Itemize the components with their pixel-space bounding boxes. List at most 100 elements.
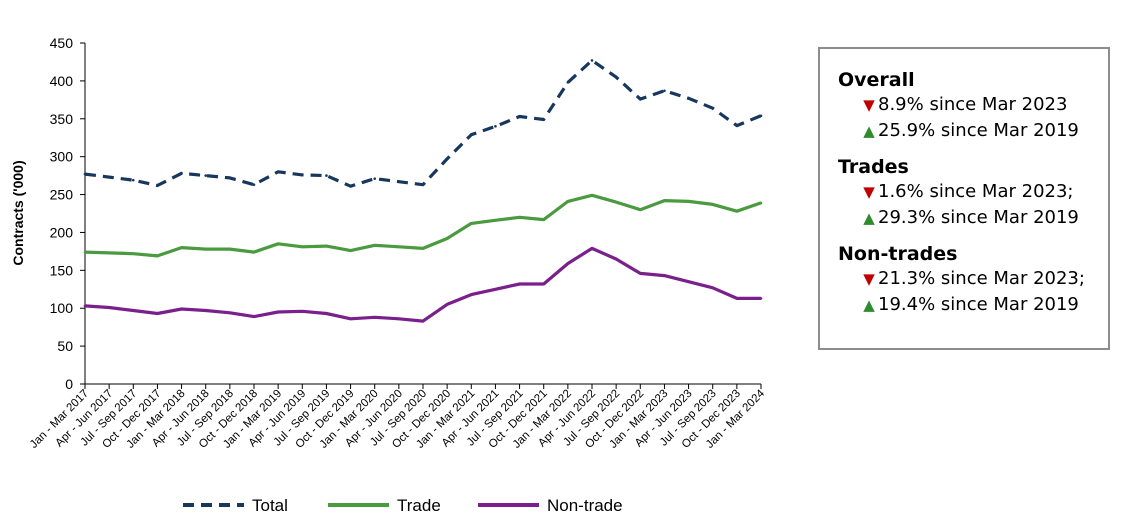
summary-stat-text: 8.9% since Mar 2023 [878,94,1068,115]
data-point-total [663,89,666,93]
data-point-trade [156,254,159,258]
summary-stat-text: 19.4% since Mar 2019 [878,294,1079,315]
data-point-non-trade [735,297,739,300]
data-point-trade [276,242,280,246]
triangle-up-icon: ▲ [863,209,875,227]
data-point-non-trade [300,309,304,313]
data-point-total [421,183,425,187]
data-point-trade [421,247,425,250]
series-layer [83,58,763,323]
data-point-total [204,174,208,177]
y-tick-label: 350 [50,111,74,127]
summary-box: Overall ▼ 8.9% since Mar 2023 ▲ 25.9% since … [818,47,1110,350]
summary-section-title: Trades [838,156,909,178]
data-point-total [711,106,715,110]
data-point-trade [542,218,546,221]
data-point-non-trade [325,312,328,315]
data-point-total [759,114,763,118]
y-tick-label: 200 [50,224,74,240]
data-point-trade [614,200,618,204]
data-point-total [373,177,377,180]
series-line-trade [84,193,762,258]
data-point-trade [638,208,642,212]
data-point-total [300,173,304,177]
data-point-trade [373,244,377,247]
data-point-trade [325,244,328,248]
summary-stat-line: ▼ 8.9% since Mar 2023 [838,92,1108,118]
data-point-non-trade [421,319,425,323]
y-tick-label: 300 [50,149,74,165]
data-point-total [180,172,183,175]
y-tick-label: 450 [50,35,74,51]
triangle-up-icon: ▲ [863,122,875,140]
data-point-trade [107,251,111,255]
data-point-trade [445,237,449,240]
summary-stat-text: 29.3% since Mar 2019 [878,207,1079,228]
data-point-total [518,115,521,118]
data-point-total [156,184,159,187]
data-point-non-trade [687,280,690,284]
data-point-total [276,170,280,174]
data-point-total [445,157,449,161]
data-point-trade [663,199,666,202]
legend-label-non-trade: Non-trade [547,496,623,515]
summary-section-title: Overall [838,69,915,91]
data-point-trade [494,219,497,222]
series-line-non-trade [84,246,761,323]
data-point-total [228,176,232,180]
data-point-non-trade [131,309,135,312]
data-point-trade [687,200,690,203]
data-point-non-trade [180,307,183,311]
series-line-total [84,58,762,188]
data-point-non-trade [638,272,642,275]
data-point-trade [131,252,135,255]
data-point-total [107,175,111,179]
summary-stat-text: 21.3% since Mar 2023; [878,268,1085,289]
y-axis-title: Contracts ('000) [10,160,26,265]
data-point-total [252,183,256,187]
data-point-trade [566,200,570,203]
data-point-non-trade [518,282,521,286]
data-point-non-trade [759,297,763,300]
data-point-non-trade [494,287,497,291]
summary-section-title: Non-trades [838,243,958,265]
data-point-non-trade [204,309,208,312]
summary-stat-line: ▲ 25.9% since Mar 2019 [838,118,1108,144]
data-point-non-trade [252,315,256,318]
y-tick-label: 150 [50,262,74,278]
data-point-total [566,81,570,84]
data-point-trade [397,245,401,249]
data-point-non-trade [663,274,666,277]
data-point-non-trade [397,317,401,321]
data-point-total [638,97,642,101]
data-point-trade [518,215,521,219]
data-point-trade [300,245,304,249]
data-point-trade [83,250,87,254]
data-point-total [325,174,328,177]
data-point-total [131,178,135,182]
summary-section-overall: Overall ▼ 8.9% since Mar 2023 ▲ 25.9% since … [838,69,1108,144]
data-point-non-trade [469,293,473,296]
data-point-non-trade [566,262,570,265]
data-point-trade [228,247,232,251]
data-point-total [687,97,690,100]
data-point-trade [759,201,763,205]
summary-stat-text: 25.9% since Mar 2019 [878,120,1079,141]
summary-stat-line: ▼ 21.3% since Mar 2023; [838,266,1108,292]
data-point-trade [180,246,183,249]
data-point-non-trade [156,312,159,315]
summary-stat-line: ▼ 1.6% since Mar 2023; [838,179,1108,205]
legend-label-total: Total [252,496,288,515]
triangle-down-icon: ▼ [863,96,875,114]
data-point-trade [735,209,739,213]
data-point-total [735,124,739,127]
y-tick-label: 100 [50,300,74,316]
y-tick-label: 50 [57,338,73,354]
summary-section-trades: Trades ▼ 1.6% since Mar 2023; ▲ 29.3% since … [838,156,1108,231]
y-tick-label: 400 [50,73,74,89]
summary-section-non-trades: Non-trades ▼ 21.3% since Mar 2023; ▲ 19.4% s… [838,243,1108,318]
data-point-total [397,180,401,183]
triangle-down-icon: ▼ [863,183,875,201]
legend: Total Trade Non-trade [183,496,623,515]
